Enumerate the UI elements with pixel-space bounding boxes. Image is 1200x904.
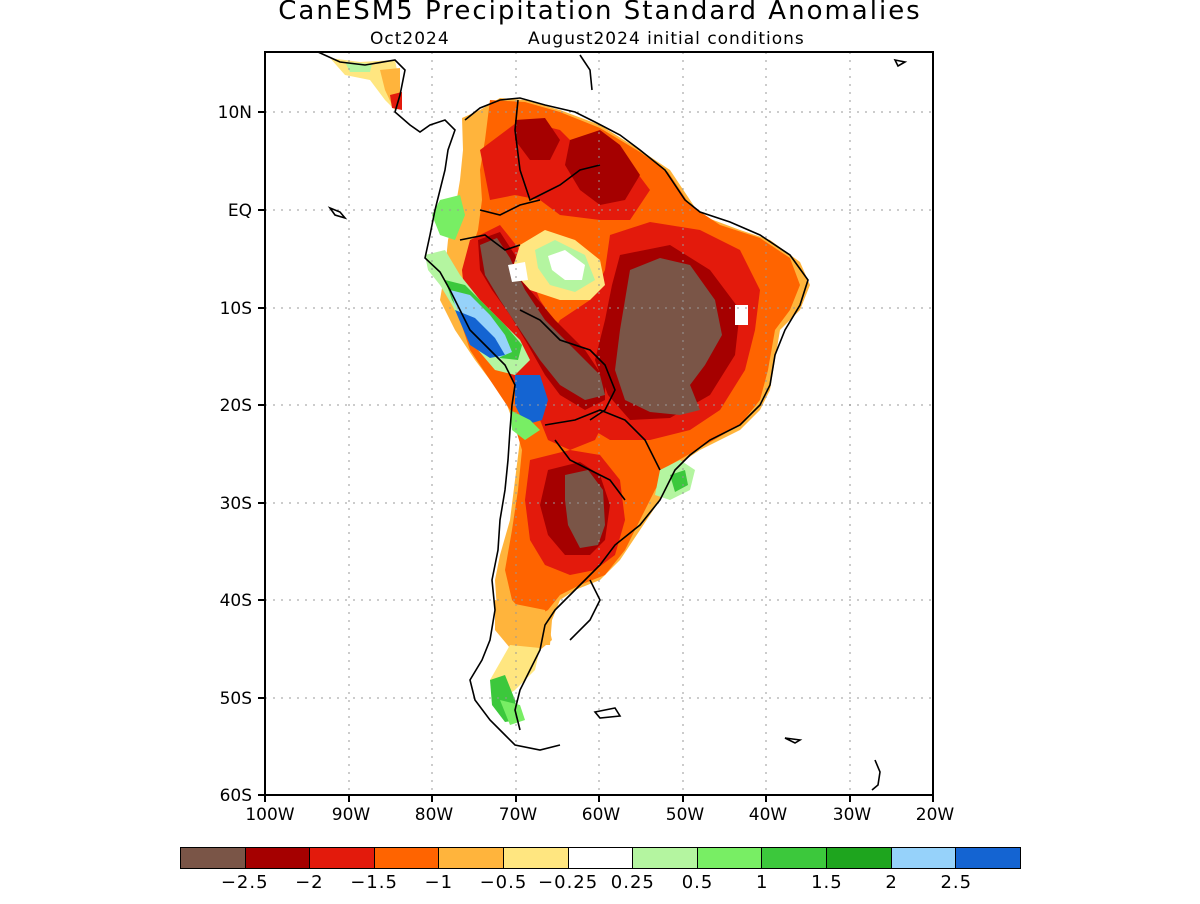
lat-label: 10S	[220, 299, 252, 319]
longitude-labels: 100W 90W 80W 70W 60W 50W 40W 30W 20W	[245, 805, 954, 825]
colorbar-label: −0.25	[538, 872, 599, 893]
colorbar-label: −1.5	[350, 872, 398, 893]
lat-label: 60S	[220, 786, 252, 806]
lon-label: 20W	[916, 805, 955, 825]
colorbar-label: 1	[755, 872, 769, 893]
colorbar-swatch	[827, 848, 892, 868]
lat-label: 40S	[220, 591, 252, 611]
colorbar-swatch	[568, 848, 634, 868]
colorbar	[180, 847, 1021, 869]
colorbar-label: 2	[885, 872, 898, 893]
colorbar-swatch	[374, 848, 440, 868]
lat-label: 10N	[218, 103, 252, 123]
lon-label: 80W	[415, 805, 454, 825]
lat-label: 20S	[220, 396, 252, 416]
lon-label: 100W	[245, 805, 294, 825]
colorbar-swatch	[181, 848, 246, 868]
colorbar-label: 0.5	[681, 872, 714, 893]
colorbar-swatch	[891, 848, 957, 868]
lat-label: EQ	[228, 201, 252, 221]
latitude-labels: 10N EQ 10S 20S 30S 40S 50S 60S	[218, 103, 252, 806]
anomaly-shading	[330, 58, 810, 725]
forecast-month: Oct2024	[370, 29, 450, 49]
colorbar-label: −1	[424, 872, 454, 893]
colorbar-swatch	[310, 848, 375, 868]
lat-label: 30S	[220, 494, 252, 514]
lon-label: 40W	[749, 805, 788, 825]
colorbar-swatch	[439, 848, 505, 868]
lat-label: 50S	[220, 689, 252, 709]
colorbar-label: 1.5	[811, 872, 843, 893]
colorbar-label: 0.25	[610, 872, 655, 893]
coastlines	[317, 51, 908, 791]
lon-label: 30W	[833, 805, 872, 825]
lon-label: 70W	[499, 805, 538, 825]
colorbar-swatch	[245, 848, 311, 868]
lon-label: 60W	[582, 805, 621, 825]
colorbar-label: 2.5	[940, 872, 973, 893]
map-title: CanESM5 Precipitation Standard Anomalies	[278, 0, 922, 26]
lon-label: 50W	[666, 805, 705, 825]
colorbar-swatch	[697, 848, 763, 868]
lon-label: 90W	[332, 805, 371, 825]
initial-conditions: August2024 initial conditions	[528, 29, 805, 49]
colorbar-swatch	[762, 848, 828, 868]
colorbar-label: −0.5	[479, 872, 528, 893]
colorbar-swatch	[956, 848, 1020, 868]
colorbar-swatch	[504, 848, 569, 868]
colorbar-label: −2	[295, 872, 324, 893]
colorbar-swatch	[633, 848, 698, 868]
tick-marks	[258, 111, 934, 802]
colorbar-labels: −2.5 −2 −1.5 −1 −0.5 −0.25 0.25 0.5 1 1.5 2 2.5	[180, 872, 1021, 896]
colorbar-label: −2.5	[220, 872, 269, 893]
